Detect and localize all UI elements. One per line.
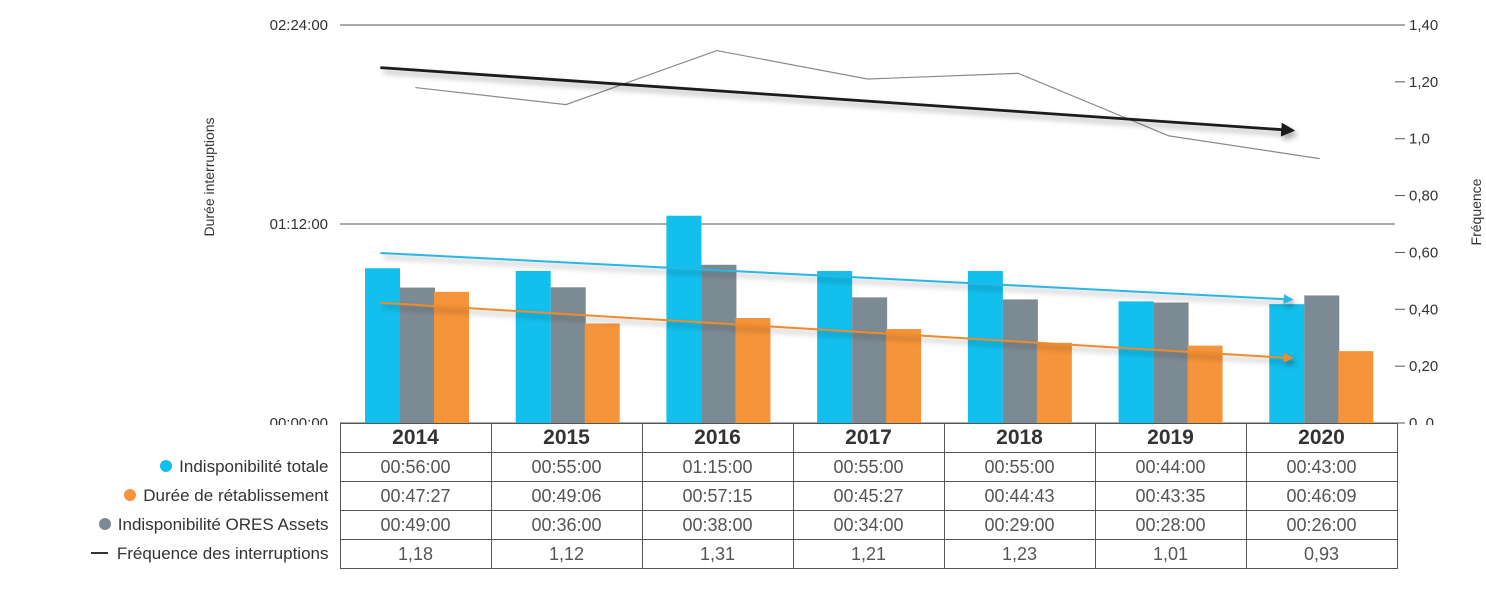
y-tick-label: 01:12:00 <box>270 216 328 233</box>
bar <box>967 270 1003 423</box>
data-table: 2014 2015 2016 2017 2018 2019 2020 Indis… <box>0 423 1398 569</box>
table-cell: 00:36:00 <box>490 510 643 540</box>
table-cell: 00:44:43 <box>943 481 1096 511</box>
table-cell: 00:57:15 <box>641 481 794 511</box>
table-cell: 00:49:06 <box>490 481 643 511</box>
bar <box>1036 342 1072 423</box>
axes: 00:00:00 01:12:00 02:24:00 0, 0 0,20 0,40 0,60… <box>270 17 1439 425</box>
y2-tick-label: 0,40 <box>1409 301 1438 318</box>
frequency-line <box>415 49 1320 160</box>
year-header: 2020 <box>1245 423 1398 453</box>
table-cell: 1,31 <box>641 539 794 569</box>
bar <box>365 268 400 423</box>
table-cell: 00:44:00 <box>1094 452 1247 482</box>
table-cell: 00:49:00 <box>339 510 492 540</box>
table-row-indisponibilite-totale: Indisponibilité totale 00:56:00 00:55:00… <box>0 452 1398 482</box>
bar <box>515 270 551 423</box>
year-header: 2015 <box>490 423 643 453</box>
year-header: 2018 <box>943 423 1096 453</box>
table-cell: 00:46:09 <box>1245 481 1398 511</box>
table-cell: 00:45:27 <box>792 481 945 511</box>
bar <box>400 287 435 423</box>
row-label-text: Indisponibilité ORES Assets <box>117 515 329 534</box>
bars <box>365 215 1374 423</box>
legend-dot-icon <box>160 460 173 472</box>
row-label-text: Indisponibilité totale <box>179 457 329 476</box>
legend-line-icon <box>90 552 108 554</box>
table-cell: 00:55:00 <box>490 452 643 482</box>
year-header-row: 2014 2015 2016 2017 2018 2019 2020 <box>0 423 1398 453</box>
table-cell: 1,23 <box>943 539 1096 569</box>
bar <box>1304 295 1340 423</box>
table-cell: 0,93 <box>1245 539 1398 569</box>
y2-tick-label: 1,20 <box>1409 74 1438 91</box>
trend-arrow <box>380 301 1294 363</box>
bar <box>735 317 771 423</box>
year-header: 2017 <box>792 423 945 453</box>
y2-tick-label: 1,40 <box>1409 17 1438 34</box>
bar <box>584 323 620 423</box>
bar <box>1187 345 1223 423</box>
table-cell: 00:43:00 <box>1245 452 1398 482</box>
table-cell: 00:55:00 <box>943 452 1096 482</box>
y2-tick-label: 0,60 <box>1409 244 1438 261</box>
table-cell: 1,12 <box>490 539 643 569</box>
bar <box>1118 301 1154 423</box>
row-label-text: Durée de rétablissement <box>143 486 329 505</box>
table-cell: 00:38:00 <box>641 510 794 540</box>
legend-dot-icon <box>98 518 111 530</box>
row-label: Indisponibilité ORES Assets <box>0 511 340 540</box>
bar <box>1002 299 1038 423</box>
row-label: Fréquence des interruptions <box>0 540 340 569</box>
y2-tick-label: 0,20 <box>1409 358 1438 375</box>
y2-tick-label: 1,0 <box>1409 131 1430 148</box>
y2-tick-label: 0, 0 <box>1409 415 1434 425</box>
combo-chart: 00:00:00 01:12:00 02:24:00 0, 0 0,20 0,40 0,60… <box>201 17 1484 425</box>
table-cell: 00:26:00 <box>1245 510 1398 540</box>
table-cell: 00:43:35 <box>1094 481 1247 511</box>
table-cell: 00:34:00 <box>792 510 945 540</box>
lines <box>380 49 1320 363</box>
y2-tick-label: 0,80 <box>1409 188 1438 205</box>
table-cell: 00:28:00 <box>1094 510 1247 540</box>
bar <box>434 291 469 423</box>
bar <box>1153 302 1189 423</box>
table-cell: 1,01 <box>1094 539 1247 569</box>
table-row-frequence: Fréquence des interruptions 1,18 1,12 1,… <box>0 539 1398 569</box>
bar <box>1338 351 1374 423</box>
table-cell: 1,18 <box>339 539 492 569</box>
table-cell: 1,21 <box>792 539 945 569</box>
table-cell: 00:29:00 <box>943 510 1096 540</box>
y-tick-label: 02:24:00 <box>270 17 328 34</box>
y-axis-title: Durée interruptions <box>201 117 217 236</box>
table-cell: 00:47:27 <box>339 481 492 511</box>
bar <box>886 329 922 423</box>
y2-axis-title: Fréquence <box>1468 178 1484 245</box>
bar <box>817 270 853 423</box>
bar <box>852 297 888 423</box>
row-label: Indisponibilité totale <box>0 453 340 482</box>
table-cell: 01:15:00 <box>641 452 794 482</box>
legend-dot-icon <box>124 489 137 501</box>
row-label: Durée de rétablissement <box>0 482 340 511</box>
table-cell: 00:55:00 <box>792 452 945 482</box>
bar <box>1269 304 1305 423</box>
year-header: 2019 <box>1094 423 1247 453</box>
bar <box>701 264 737 423</box>
year-header: 2016 <box>641 423 794 453</box>
trend-arrow <box>380 66 1296 137</box>
trend-arrow <box>380 252 1294 305</box>
row-label-text: Fréquence des interruptions <box>116 544 329 563</box>
y-tick-label: 00:00:00 <box>270 415 328 425</box>
table-cell: 00:56:00 <box>339 452 492 482</box>
bar <box>666 215 702 423</box>
table-corner <box>0 424 340 453</box>
table-row-indisponibilite-ores-assets: Indisponibilité ORES Assets 00:49:00 00:… <box>0 510 1398 540</box>
table-row-duree-retablissement: Durée de rétablissement 00:47:27 00:49:0… <box>0 481 1398 511</box>
year-header: 2014 <box>339 423 492 453</box>
bar <box>550 287 586 423</box>
